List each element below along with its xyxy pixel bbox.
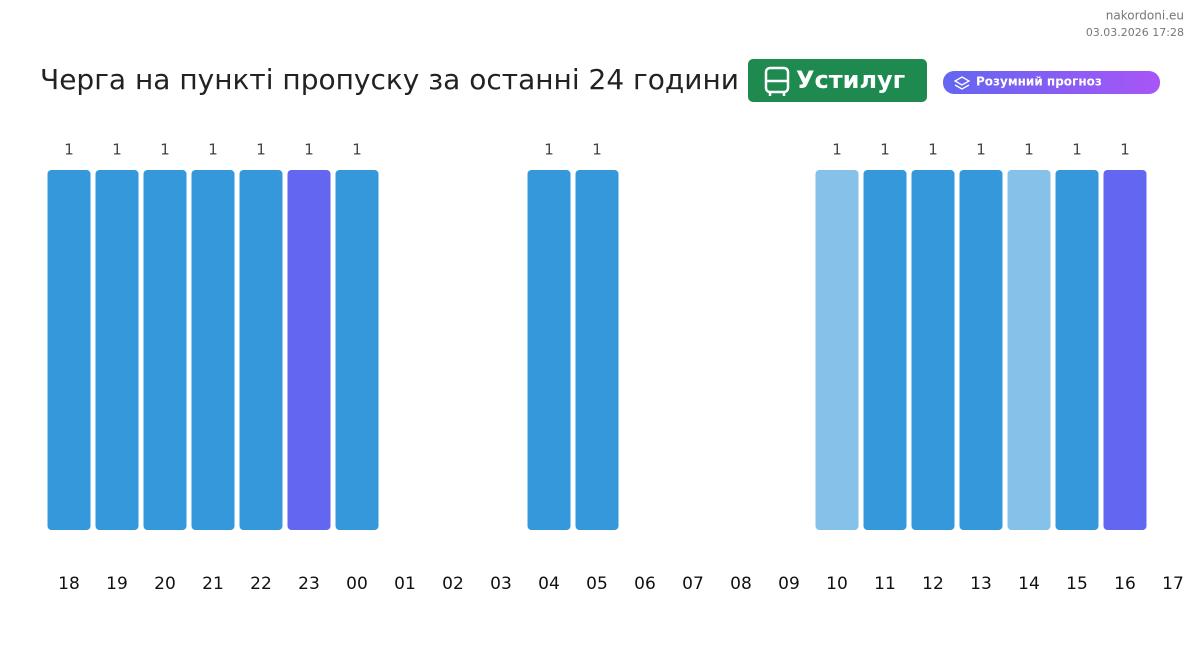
bar <box>1007 170 1051 530</box>
x-tick-label: 17 <box>1162 574 1184 594</box>
x-tick-label: 00 <box>346 574 368 594</box>
x-tick-label: 08 <box>730 574 752 594</box>
value-label: 1 <box>256 141 266 159</box>
x-tick-label: 04 <box>538 574 560 594</box>
bar <box>287 170 331 530</box>
x-tick-label: 18 <box>58 574 80 594</box>
source: nakordoni.eu <box>1106 9 1184 23</box>
bus-icon <box>764 66 790 96</box>
x-tick-label: 02 <box>442 574 464 594</box>
x-tick-label: 11 <box>874 574 896 594</box>
bar <box>1103 170 1147 530</box>
bar <box>239 170 283 530</box>
bar <box>1055 170 1099 530</box>
x-tick-label: 15 <box>1066 574 1088 594</box>
bar <box>959 170 1003 530</box>
x-tick-label: 19 <box>106 574 128 594</box>
x-tick-label: 23 <box>298 574 320 594</box>
value-label: 1 <box>976 141 986 159</box>
x-tick-label: 01 <box>394 574 416 594</box>
value-label: 1 <box>544 141 554 159</box>
bar <box>47 170 91 530</box>
value-label: 1 <box>304 141 314 159</box>
bar <box>815 170 859 530</box>
bar <box>143 170 187 530</box>
bar <box>527 170 571 530</box>
bar <box>575 170 619 530</box>
x-tick-label: 21 <box>202 574 224 594</box>
bar <box>95 170 139 530</box>
x-tick-label: 16 <box>1114 574 1136 594</box>
value-label: 1 <box>352 141 362 159</box>
x-tick-label: 12 <box>922 574 944 594</box>
value-label: 1 <box>880 141 890 159</box>
layers-icon <box>953 76 971 90</box>
value-label: 1 <box>832 141 842 159</box>
forecast-label[interactable]: Розумний прогноз <box>976 75 1102 89</box>
chart-title: Черга на пункті пропуску за останні 24 г… <box>40 63 739 96</box>
value-label: 1 <box>112 141 122 159</box>
bar <box>335 170 379 530</box>
bar <box>911 170 955 530</box>
value-label: 1 <box>64 141 74 159</box>
x-tick-label: 06 <box>634 574 656 594</box>
x-tick-label: 09 <box>778 574 800 594</box>
value-label: 1 <box>592 141 602 159</box>
value-label: 1 <box>208 141 218 159</box>
value-label: 1 <box>1072 141 1082 159</box>
x-tick-label: 20 <box>154 574 176 594</box>
x-tick-label: 03 <box>490 574 512 594</box>
x-tick-label: 07 <box>682 574 704 594</box>
bar <box>191 170 235 530</box>
x-tick-label: 22 <box>250 574 272 594</box>
bar <box>863 170 907 530</box>
x-tick-label: 05 <box>586 574 608 594</box>
timestamp: 03.03.2026 17:28 <box>1086 26 1184 39</box>
x-tick-label: 14 <box>1018 574 1040 594</box>
value-label: 1 <box>160 141 170 159</box>
value-label: 1 <box>1120 141 1130 159</box>
forecast-badge[interactable] <box>943 71 1160 94</box>
station-name: Устилуг <box>796 66 905 94</box>
x-tick-label: 10 <box>826 574 848 594</box>
x-tick-label: 13 <box>970 574 992 594</box>
value-label: 1 <box>1024 141 1034 159</box>
value-label: 1 <box>928 141 938 159</box>
station-badge <box>748 59 927 102</box>
